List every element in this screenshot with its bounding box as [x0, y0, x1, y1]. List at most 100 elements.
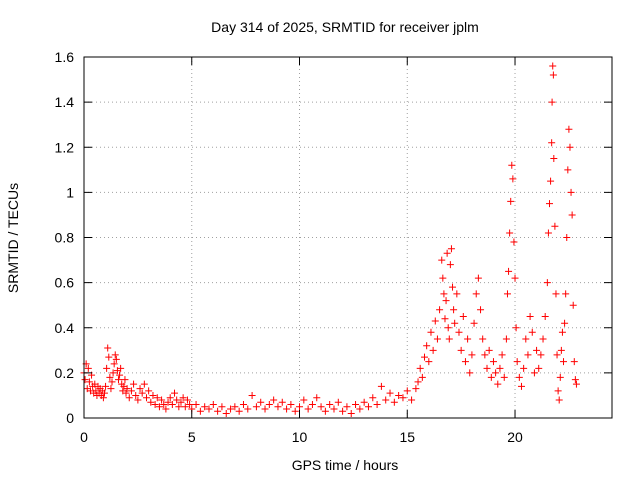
data-point [570, 358, 578, 366]
data-point [444, 324, 452, 332]
data-point [171, 389, 179, 397]
x-tick-label: 10 [292, 429, 308, 445]
data-point [175, 403, 183, 411]
data-point [541, 312, 549, 320]
data-point [122, 389, 130, 397]
data-point [548, 98, 556, 106]
data-point [183, 396, 191, 404]
data-point [412, 385, 420, 393]
y-tick-label: 0.8 [55, 230, 75, 246]
data-point [100, 389, 108, 397]
data-point [509, 175, 517, 183]
data-point [173, 396, 181, 404]
data-point [487, 373, 495, 381]
y-tick-label: 0.2 [55, 365, 75, 381]
data-point [438, 256, 446, 264]
data-point [214, 407, 222, 415]
data-point [414, 378, 422, 386]
data-point [108, 378, 116, 386]
data-point [283, 405, 291, 413]
data-point [81, 376, 89, 384]
data-point [429, 346, 437, 354]
data-point [403, 387, 411, 395]
x-tick-label: 5 [188, 429, 196, 445]
data-point [265, 400, 273, 408]
data-point [450, 306, 458, 314]
data-point [257, 398, 265, 406]
data-point [566, 143, 574, 151]
data-point [433, 335, 441, 343]
data-point [162, 405, 170, 413]
data-point [466, 369, 474, 377]
data-point [515, 373, 523, 381]
y-tick-label: 0.6 [55, 275, 75, 291]
data-point [543, 279, 551, 287]
data-point [114, 376, 122, 384]
data-point [507, 197, 515, 205]
data-point [304, 405, 312, 413]
data-point [461, 358, 469, 366]
data-point [149, 391, 157, 399]
data-point [443, 249, 451, 257]
data-point [571, 376, 579, 384]
data-point [440, 290, 448, 298]
data-point [399, 394, 407, 402]
data-point [498, 351, 506, 359]
data-point [330, 405, 338, 413]
data-point [511, 274, 519, 282]
data-point [164, 398, 172, 406]
data-point [564, 166, 572, 174]
y-tick-label: 1.2 [55, 139, 75, 155]
data-point [155, 403, 163, 411]
data-point [179, 394, 187, 402]
data-point [442, 297, 450, 305]
data-point [565, 125, 573, 133]
data-point [102, 382, 110, 390]
data-point [138, 389, 146, 397]
data-point [116, 371, 124, 379]
data-point [468, 351, 476, 359]
data-point [109, 369, 117, 377]
data-point [132, 391, 140, 399]
data-point [123, 385, 131, 393]
data-point [550, 155, 558, 163]
data-point [121, 376, 129, 384]
data-point [352, 400, 360, 408]
y-tick-label: 0 [66, 410, 74, 426]
data-point [483, 364, 491, 372]
data-point [441, 315, 449, 323]
data-point [502, 335, 510, 343]
data-point [145, 387, 153, 395]
y-tick-label: 0.4 [55, 320, 75, 336]
data-point [244, 405, 252, 413]
data-point [326, 400, 334, 408]
data-point [382, 396, 390, 404]
data-point [481, 351, 489, 359]
data-point [535, 364, 543, 372]
data-point [520, 364, 528, 372]
data-point [425, 358, 433, 366]
data-point [334, 398, 342, 406]
data-point [505, 267, 513, 275]
data-point [142, 394, 150, 402]
data-point [558, 328, 566, 336]
data-point [147, 398, 155, 406]
data-point [136, 385, 144, 393]
data-point [557, 346, 565, 354]
axis-ticks: 0 0.2 0.4 0.6 0.8 1 1.2 1.4 1.6 0 5 10 15 20 [55, 49, 612, 445]
data-point [386, 389, 394, 397]
data-point [439, 274, 447, 282]
data-point [500, 373, 508, 381]
data-point [181, 403, 189, 411]
data-point [477, 306, 485, 314]
data-point [464, 335, 472, 343]
data-point [313, 394, 321, 402]
data-point [127, 387, 135, 395]
data-point [567, 188, 575, 196]
data-point [373, 400, 381, 408]
data-point [369, 394, 377, 402]
data-point [549, 62, 557, 70]
data-point [552, 290, 560, 298]
data-point [140, 380, 148, 388]
